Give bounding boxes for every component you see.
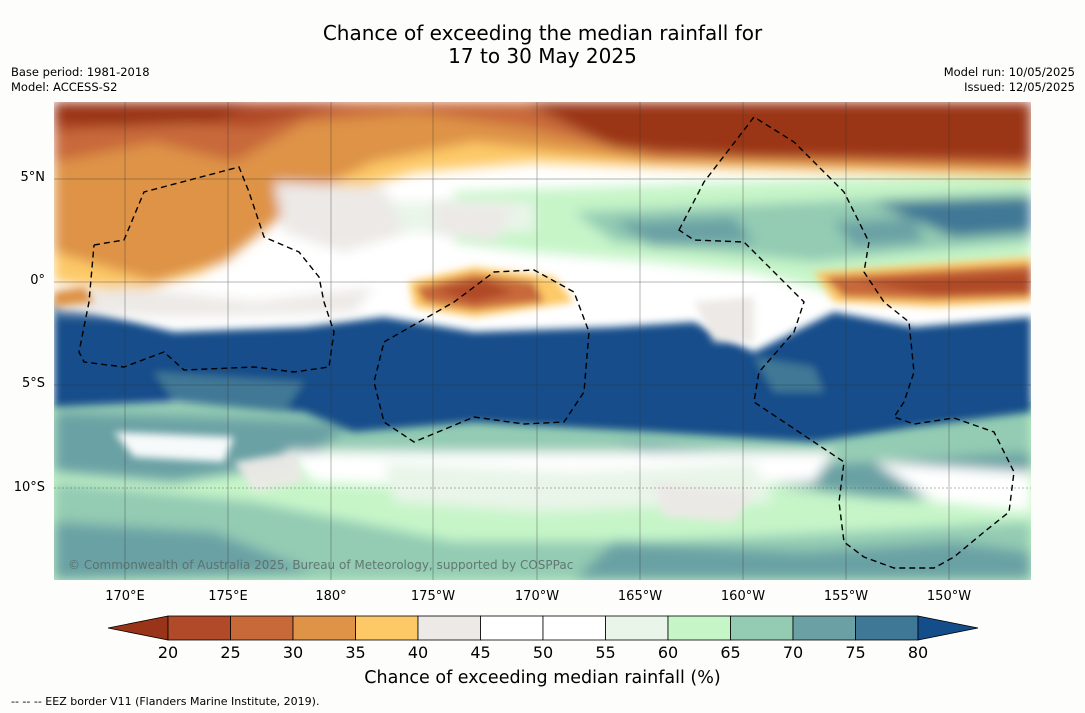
- model-label: Model: ACCESS-S2: [11, 80, 118, 94]
- colorbar-label: Chance of exceeding median rainfall (%): [364, 668, 721, 688]
- base-period-label: Base period: 1981-2018: [11, 65, 150, 79]
- issued-label: Issued: 12/05/2025: [964, 80, 1075, 94]
- graticule: [54, 102, 1031, 580]
- colorbar-segment-20-25: [167, 615, 231, 641]
- lon-label-170e: 170°E: [105, 589, 145, 604]
- rainfall-field: [54, 102, 1031, 580]
- lat-label-5n: 5°N: [20, 170, 46, 185]
- colorbar-segment-55-60: [605, 615, 669, 641]
- colorbar-arrow-high: [917, 615, 979, 641]
- title-line-2: 17 to 30 May 2025: [448, 44, 637, 68]
- colorbar-tick-80: 80: [907, 643, 929, 662]
- colorbar-segment-40-45: [417, 615, 481, 641]
- colorbar: [107, 615, 979, 641]
- colorbar-segment-60-65: [667, 615, 731, 641]
- lon-label-160w: 160°W: [720, 589, 766, 604]
- colorbar-segment-50-55: [542, 615, 606, 641]
- eez-borders: [78, 116, 1015, 569]
- lon-label-165w: 165°W: [617, 589, 663, 604]
- map-title: Chance of exceeding the median rainfall …: [0, 22, 1085, 68]
- colorbar-tick-65: 65: [720, 643, 741, 662]
- lon-label-175e: 175°E: [208, 589, 248, 604]
- colorbar-segment-65-70: [730, 615, 794, 641]
- colorbar-tick-40: 40: [407, 643, 429, 662]
- title-line-1: Chance of exceeding the median rainfall …: [322, 21, 763, 45]
- colorbar-segment-75-80: [855, 615, 919, 641]
- colorbar-segment-45-50: [480, 615, 544, 641]
- lat-label-5s: 5°S: [21, 376, 45, 391]
- lon-label-155w: 155°W: [823, 589, 869, 604]
- rainfall-map: [54, 102, 1031, 580]
- lon-label-180: 180°: [315, 589, 347, 604]
- lat-label-10s: 10°S: [13, 480, 45, 495]
- colorbar-segment-35-40: [355, 615, 419, 641]
- colorbar-tick-55: 55: [595, 643, 616, 662]
- colorbar-tick-30: 30: [282, 643, 304, 662]
- lon-label-170w: 170°W: [514, 589, 560, 604]
- copyright-notice: © Commonwealth of Australia 2025, Bureau…: [68, 558, 574, 572]
- colorbar-segment-25-30: [230, 615, 294, 641]
- lon-label-150w: 150°W: [926, 589, 972, 604]
- colorbar-tick-25: 25: [220, 643, 241, 662]
- colorbar-segment-30-35: [292, 615, 356, 641]
- colorbar-arrow-low: [107, 615, 169, 641]
- colorbar-tick-60: 60: [657, 643, 679, 662]
- colorbar-tick-35: 35: [345, 643, 366, 662]
- lat-label-0: 0°: [30, 273, 45, 288]
- colorbar-tick-45: 45: [470, 643, 491, 662]
- meta-right: Model run: 10/05/2025 Issued: 12/05/2025: [944, 65, 1075, 95]
- lon-label-175w: 175°W: [410, 589, 456, 604]
- colorbar-segment-70-75: [792, 615, 856, 641]
- meta-left: Base period: 1981-2018 Model: ACCESS-S2: [11, 65, 150, 95]
- colorbar-tick-70: 70: [782, 643, 804, 662]
- eez-footnote: -- -- -- EEZ border V11 (Flanders Marine…: [11, 695, 320, 708]
- colorbar-tick-20: 20: [157, 643, 179, 662]
- colorbar-tick-50: 50: [532, 643, 554, 662]
- colorbar-tick-75: 75: [845, 643, 866, 662]
- model-run-label: Model run: 10/05/2025: [943, 65, 1075, 79]
